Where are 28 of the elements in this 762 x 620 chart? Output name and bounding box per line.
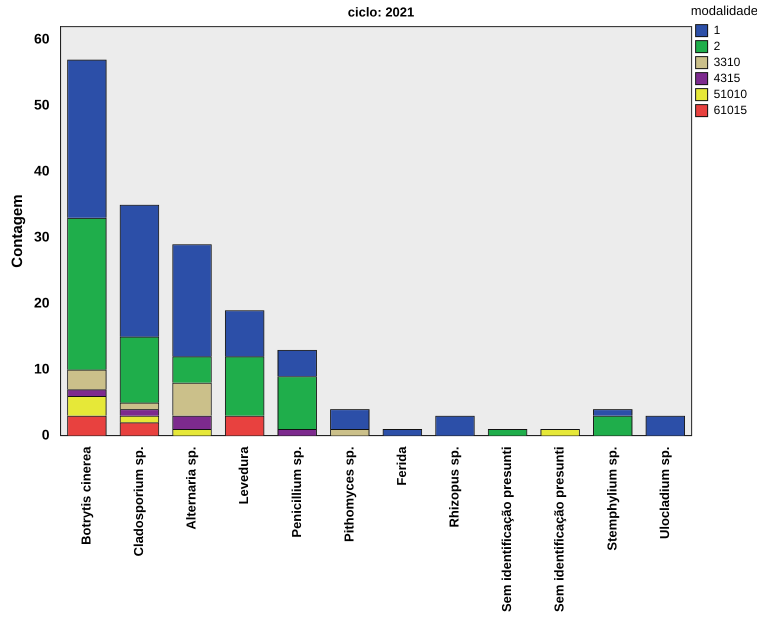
y-tick-label: 0: [42, 426, 50, 442]
legend-label: 51010: [714, 86, 748, 101]
legend-title: modalidade: [690, 3, 758, 18]
x-tick-label: Cladosporium sp.: [131, 446, 146, 556]
x-tick-label: Ulocladium sp.: [656, 446, 672, 540]
legend-label: 3310: [714, 54, 741, 69]
y-tick-label: 60: [34, 30, 50, 47]
x-tick-label: Pithomyces sp.: [341, 446, 356, 542]
y-tick-label: 10: [34, 360, 50, 376]
x-tick-label: Penicillium sp.: [288, 446, 304, 538]
x-tick-label: Botrytis cinerea: [78, 446, 94, 545]
x-tick-label: Alternaria sp.: [184, 446, 199, 530]
x-tick-label: Sem identificação presunti: [499, 446, 514, 612]
y-tick-label: 20: [34, 294, 50, 310]
y-tick-label: 40: [34, 162, 50, 179]
x-tick-label: Sem identificação presunti: [552, 446, 567, 612]
y-tick-label: 30: [34, 228, 50, 245]
legend-label: 61015: [714, 102, 748, 117]
legend-label: 1: [714, 22, 721, 37]
y-axis-title: Contagem: [9, 194, 26, 268]
legend-label: 2: [714, 38, 721, 53]
x-tick-label: Levedura: [236, 446, 252, 504]
y-tick-label: 50: [34, 96, 50, 113]
legend-label: 4315: [714, 70, 741, 85]
x-tick-label: Ferida: [394, 446, 409, 486]
chart-title: ciclo: 2021: [348, 4, 414, 20]
x-tick-label: Rhizopus sp.: [446, 446, 462, 528]
x-tick-label: Stemphylium sp.: [604, 446, 620, 551]
